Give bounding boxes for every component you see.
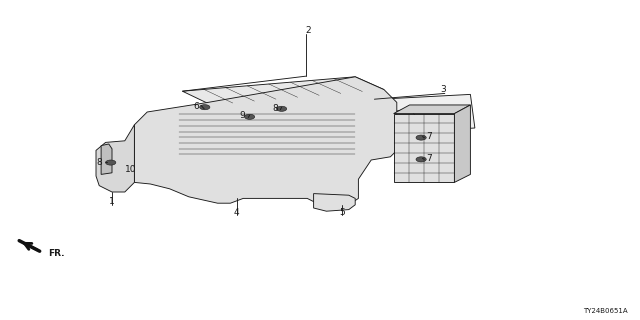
Text: 5: 5 <box>340 208 345 217</box>
Text: 10: 10 <box>125 165 137 174</box>
Circle shape <box>244 114 255 119</box>
Text: 7: 7 <box>426 132 431 141</box>
Polygon shape <box>101 144 112 174</box>
Circle shape <box>200 105 210 110</box>
Circle shape <box>106 160 116 165</box>
Circle shape <box>416 157 426 162</box>
Text: 6: 6 <box>194 102 199 111</box>
Circle shape <box>416 135 426 140</box>
Polygon shape <box>454 105 470 182</box>
Text: 2: 2 <box>306 26 311 35</box>
Text: 1: 1 <box>109 197 115 206</box>
Polygon shape <box>96 125 134 192</box>
Text: 3: 3 <box>441 85 446 94</box>
Polygon shape <box>394 114 454 182</box>
Text: FR.: FR. <box>48 249 65 258</box>
Text: 4: 4 <box>234 208 239 217</box>
Text: 8: 8 <box>273 104 278 113</box>
Polygon shape <box>134 77 397 206</box>
Circle shape <box>276 106 287 111</box>
Text: 7: 7 <box>426 154 431 163</box>
Text: TY24B0651A: TY24B0651A <box>582 308 627 314</box>
Polygon shape <box>314 194 355 211</box>
Text: 9: 9 <box>239 111 244 120</box>
Polygon shape <box>182 77 384 105</box>
Polygon shape <box>394 105 470 114</box>
Polygon shape <box>349 94 475 135</box>
Text: 8: 8 <box>97 158 102 167</box>
